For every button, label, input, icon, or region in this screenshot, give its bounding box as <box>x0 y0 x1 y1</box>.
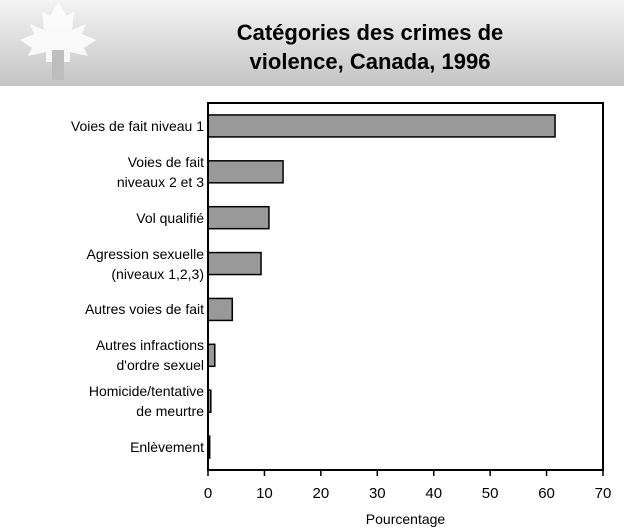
bar <box>207 251 262 276</box>
x-tick-label: 70 <box>594 485 612 502</box>
y-tick-label: Voies de fait niveau 1 <box>70 117 204 134</box>
y-tick-label: Vol qualifié <box>136 209 204 226</box>
bar <box>207 297 234 322</box>
chart-title: Catégories des crimes de violence, Canad… <box>236 20 504 74</box>
x-tick-label: 50 <box>481 485 499 502</box>
x-tick-label: 40 <box>425 485 443 502</box>
logo <box>20 2 96 80</box>
x-axis-label: Pourcentage <box>365 511 446 527</box>
bar <box>207 114 556 138</box>
x-tick-label: 20 <box>312 485 330 502</box>
header <box>0 0 624 86</box>
bar <box>207 205 270 230</box>
y-tick-label: Voies de fait niveaux 2 et 3 <box>116 153 204 190</box>
x-tick-label: 30 <box>368 485 386 502</box>
bar <box>207 160 284 184</box>
y-tick-label: Autres infractions d'ordre sexuel <box>95 337 204 374</box>
x-tick-label: 0 <box>203 485 213 502</box>
y-tick-label: Agression sexuelle (niveaux 1,2,3) <box>86 245 204 282</box>
bar <box>207 343 216 368</box>
y-tick-label: Enlèvement <box>130 439 204 456</box>
x-tick-label: 10 <box>256 485 273 502</box>
x-tick-label: 60 <box>538 485 555 502</box>
y-tick-label: Autres voies de fait <box>84 301 204 318</box>
plot-frame <box>207 102 604 471</box>
y-tick-label: Homicide/tentative de meurtre <box>88 383 204 420</box>
